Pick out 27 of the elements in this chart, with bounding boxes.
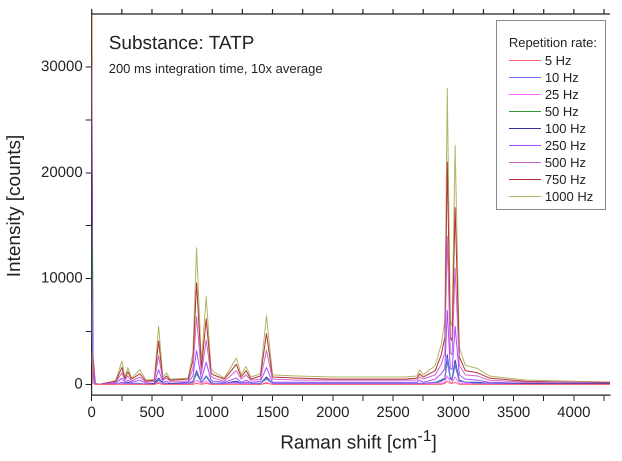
x-tick-label: 2000 [316, 404, 350, 422]
y-tick-label: 20000 [40, 164, 83, 181]
x-tick-label: 3500 [496, 404, 530, 422]
legend-label: 25 Hz [544, 87, 579, 102]
text: Substance: TATP [108, 33, 254, 54]
y-tick-label: 10000 [40, 270, 83, 287]
legend-label: 500 Hz [544, 155, 586, 170]
x-tick-label: 2500 [376, 404, 410, 422]
x-axis-title: Raman shift [cm$^{-1}$] [279, 428, 438, 454]
y-axis-title: Intensity [counts] [4, 134, 26, 280]
legend-label: 50 Hz [544, 104, 579, 119]
x-tick-label: 0 [88, 404, 96, 422]
x-tick-label: 500 [139, 404, 164, 422]
x-tick-label: 4000 [557, 404, 591, 422]
x-tick-label: 1000 [196, 404, 229, 422]
y-tick-label: 0 [74, 376, 83, 393]
legend-label: 5 Hz [544, 53, 572, 68]
legend-label: 100 Hz [544, 121, 586, 136]
x-tick-label: 1500 [256, 404, 290, 422]
legend-title: Repetition rate: [508, 35, 597, 50]
legend-label: 750 Hz [544, 172, 586, 187]
legend-label: 10 Hz [544, 70, 579, 85]
legend-label: 250 Hz [544, 138, 586, 153]
y-tick-label: 30000 [40, 58, 83, 76]
legend-label: 1000 Hz [544, 189, 594, 204]
text: 200 ms integration time, 10x average [108, 61, 323, 76]
x-tick-label: 3000 [436, 404, 470, 422]
